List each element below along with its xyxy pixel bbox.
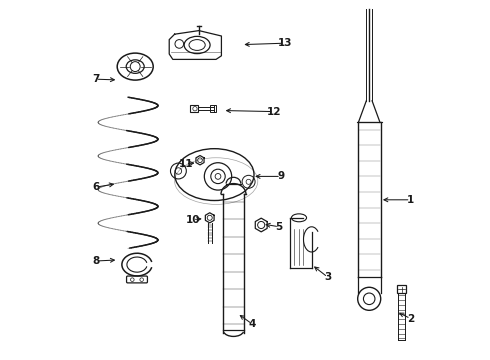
Text: 9: 9 — [277, 171, 285, 181]
Text: 11: 11 — [178, 159, 193, 169]
Text: 2: 2 — [407, 314, 414, 324]
Text: 1: 1 — [407, 195, 414, 205]
Text: 4: 4 — [248, 319, 256, 329]
Text: 10: 10 — [186, 215, 200, 225]
Text: 6: 6 — [92, 182, 99, 192]
Text: 8: 8 — [92, 256, 99, 266]
Text: 7: 7 — [92, 74, 99, 84]
Text: 13: 13 — [277, 38, 292, 48]
Bar — [210, 105, 216, 112]
Text: 12: 12 — [267, 107, 281, 117]
Bar — [190, 105, 198, 112]
Bar — [397, 285, 406, 293]
Text: 3: 3 — [324, 272, 331, 282]
Text: 5: 5 — [275, 222, 283, 232]
